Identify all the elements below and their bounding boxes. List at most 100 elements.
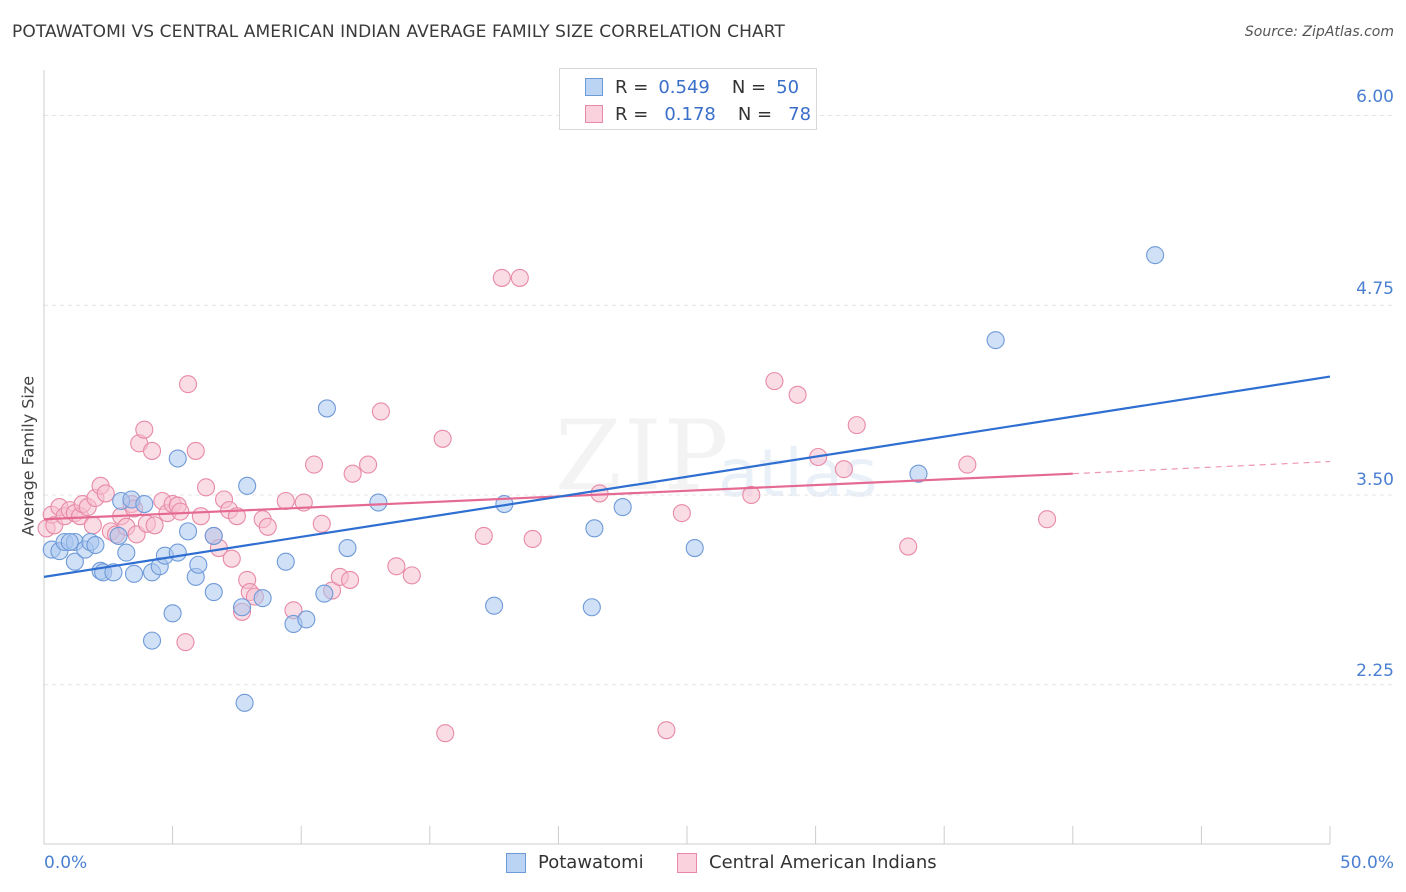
central-american-point <box>171 502 190 521</box>
central-american-point <box>402 566 421 585</box>
chart-source: Source: ZipAtlas.com <box>1244 24 1394 40</box>
potawatomi-point <box>315 584 334 603</box>
series-legend: Potawatomi Central American Indians <box>0 852 1406 878</box>
potawatomi-point <box>232 598 252 617</box>
central-american-point <box>142 441 162 460</box>
central-american-point <box>492 268 511 287</box>
legend-swatch-blue <box>506 852 526 873</box>
potawatomi-point <box>317 399 336 418</box>
potawatomi-point <box>163 604 182 623</box>
central-american-point <box>1038 510 1057 529</box>
legend-label: Central American Indians <box>709 852 937 873</box>
potawatomi-point <box>253 589 272 608</box>
legend-row-central-american: R = 0.178 N = 78 <box>585 102 811 126</box>
central-american-point <box>742 485 761 504</box>
central-american-point <box>178 375 198 394</box>
legend-r-value: 0.549 <box>658 76 710 98</box>
potawatomi-point <box>369 493 388 512</box>
legend-r-label: R = <box>615 103 649 125</box>
central-american-point <box>343 464 362 483</box>
central-american-point <box>788 385 807 404</box>
legend-label: Potawatomi <box>538 852 644 873</box>
central-american-point <box>196 478 216 497</box>
central-american-point <box>523 529 542 549</box>
y-tick-label: 6.00 <box>1356 87 1394 107</box>
potawatomi-point <box>582 598 601 617</box>
central-american-point <box>258 517 277 536</box>
central-american-point <box>145 516 164 535</box>
potawatomi-point <box>178 522 198 541</box>
potawatomi-point <box>986 331 1005 350</box>
central-american-point <box>312 514 331 533</box>
central-american-point <box>176 633 195 652</box>
central-american-point <box>765 372 784 391</box>
central-american-point <box>222 549 241 568</box>
potawatomi-point <box>142 631 162 650</box>
central-american-point <box>436 724 455 743</box>
potawatomi-trend-line <box>43 375 1331 578</box>
central-american-point <box>672 504 691 523</box>
potawatomi-point <box>104 563 123 582</box>
potawatomi-point <box>135 494 154 514</box>
central-american-point <box>387 557 406 576</box>
central-american-point <box>341 570 360 589</box>
central-american-point <box>510 268 529 287</box>
potawatomi-point <box>235 693 254 712</box>
x-tick-label-min: 0.0% <box>44 853 88 873</box>
central-american-point <box>371 402 390 421</box>
legend-row-potawatomi: R = 0.549 N = 50 <box>585 75 799 99</box>
legend-n-label: N = <box>737 103 773 125</box>
potawatomi-point <box>1146 246 1165 265</box>
legend-swatch-blue <box>585 78 603 96</box>
potawatomi-point <box>909 464 928 483</box>
potawatomi-point <box>238 476 257 495</box>
central-american-point <box>96 484 115 503</box>
central-american-point <box>958 455 977 474</box>
potawatomi-point <box>685 539 704 558</box>
potawatomi-point <box>189 555 208 574</box>
x-tick-label-max: 50.0% <box>1339 853 1394 873</box>
potawatomi-point <box>117 543 136 562</box>
legend-item-potawatomi: Potawatomi <box>506 852 644 873</box>
potawatomi-point <box>585 519 604 538</box>
potawatomi-point <box>338 539 357 558</box>
legend-r-value: 0.178 <box>664 103 716 125</box>
potawatomi-point <box>124 564 144 583</box>
legend-n-label: N = <box>731 76 767 98</box>
potawatomi-point <box>86 535 105 555</box>
potawatomi-point <box>485 596 504 615</box>
potawatomi-point <box>297 610 316 629</box>
central-american-point <box>847 416 866 435</box>
legend-n-value: 78 <box>788 103 812 125</box>
central-american-point <box>359 455 378 474</box>
potawatomi-point <box>204 583 223 602</box>
potawatomi-point <box>613 498 632 517</box>
central-american-point <box>305 455 324 474</box>
legend-item-central-american: Central American Indians <box>677 852 937 873</box>
legend-swatch-pink <box>585 105 603 123</box>
chart-title: POTAWATOMI VS CENTRAL AMERICAN INDIAN AV… <box>12 22 785 42</box>
central-american-point <box>899 537 918 556</box>
central-american-point <box>657 721 676 740</box>
potawatomi-point <box>168 543 187 562</box>
potawatomi-point <box>65 552 84 571</box>
y-tick-label: 3.50 <box>1356 470 1394 490</box>
y-tick-label: 4.75 <box>1356 279 1394 299</box>
potawatomi-point <box>60 532 79 552</box>
potawatomi-point <box>109 526 128 545</box>
central-american-point <box>191 507 210 526</box>
central-american-point <box>135 420 154 439</box>
y-axis-label: Average Family Size <box>18 375 38 537</box>
central-american-point <box>474 526 493 545</box>
central-american-point <box>186 441 205 460</box>
potawatomi-point <box>168 449 187 468</box>
correlation-legend: R = 0.549 N = 50 R = 0.178 N = 78 <box>559 68 817 130</box>
central-american-trend-extension <box>1072 460 1331 475</box>
potawatomi-point <box>276 552 295 571</box>
legend-n-value: 50 <box>776 76 800 98</box>
y-tick-label: 2.25 <box>1356 661 1394 681</box>
central-american-point <box>276 491 295 511</box>
legend-swatch-pink <box>677 852 697 873</box>
central-american-point <box>83 516 102 535</box>
central-american-point <box>834 460 853 479</box>
